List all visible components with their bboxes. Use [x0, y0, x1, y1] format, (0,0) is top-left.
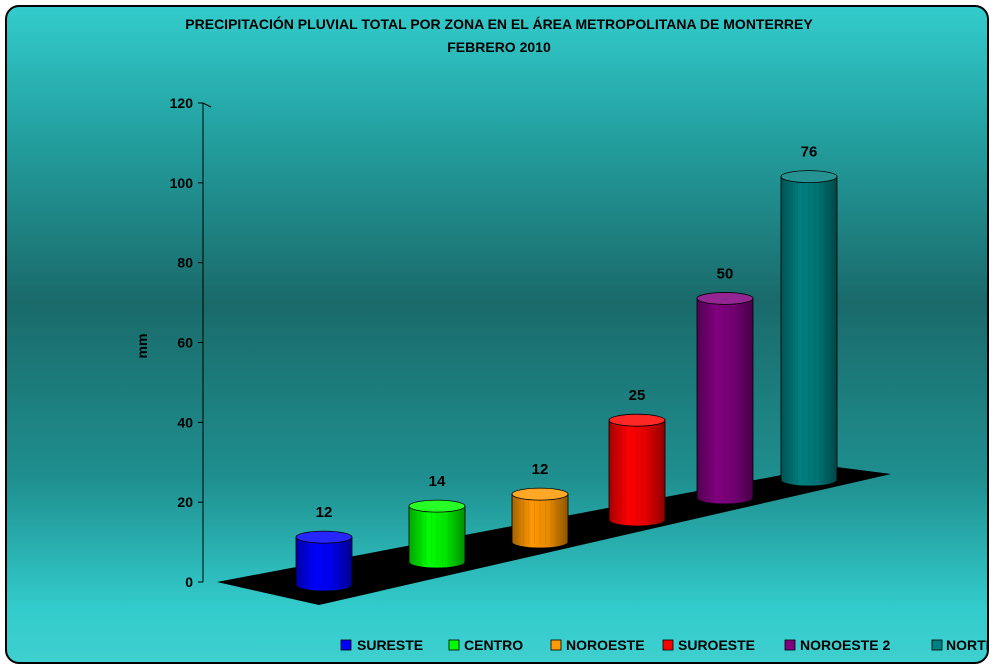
legend-label: CENTRO	[464, 637, 523, 653]
bar-top	[608, 413, 666, 427]
bar-noroeste	[511, 487, 569, 549]
data-label: 14	[429, 473, 446, 490]
y-axis-label: mm	[134, 334, 150, 359]
legend-item-noroeste: NOROESTE	[550, 637, 645, 653]
legend-item-sureste: SURESTE	[340, 637, 423, 653]
y-tick-label: 120	[170, 95, 194, 111]
data-label: 25	[629, 387, 646, 404]
legend-swatch	[662, 639, 674, 651]
chart-frame: PRECIPITACIÓN PLUVIAL TOTAL POR ZONA EN …	[5, 5, 989, 664]
legend-swatch	[340, 639, 352, 651]
data-label: 76	[801, 144, 818, 161]
y-tick-label: 100	[170, 175, 194, 191]
legend-label: SUROESTE	[678, 637, 755, 653]
data-labels: 12 14 12 25 50 76	[316, 144, 818, 521]
data-label: 12	[532, 461, 549, 478]
y-axis: 0 20 40 60 80 100 120 mm	[134, 95, 212, 590]
chart-subtitle: FEBRERO 2010	[447, 39, 551, 55]
bar-top	[696, 292, 754, 305]
bar-sureste	[295, 530, 353, 592]
bar-top	[408, 499, 466, 513]
y-tick-label: 40	[177, 414, 193, 430]
legend-swatch	[550, 639, 562, 651]
legend-swatch	[784, 639, 796, 651]
legend-label: NOROESTE	[566, 637, 645, 653]
legend: SURESTE CENTRO NOROESTE SUROESTE NOROESTE 2 N…	[340, 637, 989, 653]
legend-label: SURESTE	[357, 637, 423, 653]
legend-item-suroeste: SUROESTE	[662, 637, 755, 653]
y-tick-label: 80	[177, 255, 193, 271]
chart-svg: PRECIPITACIÓN PLUVIAL TOTAL POR ZONA EN …	[134, 15, 989, 653]
bar-top	[780, 170, 838, 184]
bar-top	[511, 487, 569, 501]
bar-suroeste	[608, 413, 666, 527]
bar-norte	[780, 170, 838, 487]
bar-noroeste-2	[696, 292, 754, 505]
legend-item-noroeste-2: NOROESTE 2	[784, 637, 890, 653]
legend-swatch	[931, 639, 943, 651]
chart-title: PRECIPITACIÓN PLUVIAL TOTAL POR ZONA EN …	[185, 15, 813, 32]
legend-label: NOROESTE 2	[800, 637, 890, 653]
legend-item-norte: NORTE	[931, 637, 989, 653]
legend-label: NORTE	[946, 637, 989, 653]
bar-top	[295, 530, 353, 544]
data-label: 50	[717, 265, 734, 282]
legend-item-centro: CENTRO	[448, 637, 523, 653]
legend-swatch	[448, 639, 460, 651]
y-tick-label: 0	[185, 574, 193, 590]
data-label: 12	[316, 504, 333, 521]
bars	[295, 170, 838, 592]
y-axis-depth-line	[202, 102, 212, 108]
y-tick-label: 20	[177, 494, 193, 510]
bar-centro	[408, 499, 466, 569]
y-tick-label: 60	[177, 335, 193, 351]
